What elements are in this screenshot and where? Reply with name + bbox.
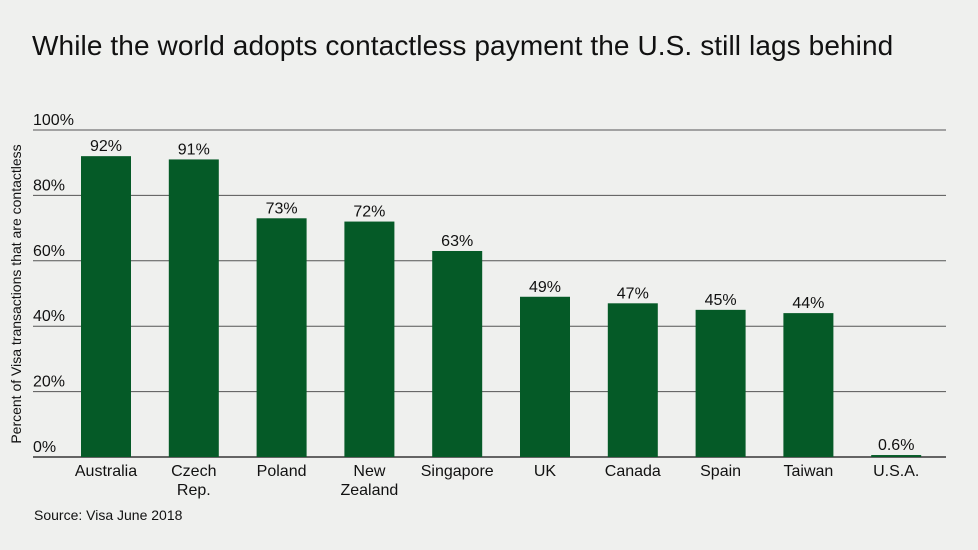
y-tick-label: 40% [33, 308, 65, 325]
x-tick-label: New Zealand [340, 463, 398, 499]
bar [81, 156, 131, 457]
y-tick-label: 0% [33, 439, 56, 456]
data-label: 72% [353, 204, 385, 221]
data-label: 63% [441, 233, 473, 250]
data-label: 49% [529, 279, 561, 296]
bar [432, 250, 483, 457]
bar [168, 159, 219, 457]
bar [783, 313, 834, 457]
data-label: 0.6% [878, 437, 914, 454]
y-tick-label: 100% [33, 112, 74, 129]
y-tick-label: 20% [33, 374, 65, 391]
data-label: 47% [617, 285, 649, 302]
bar [520, 296, 570, 457]
x-tick-label: U.S.A. [873, 463, 919, 480]
bar [607, 303, 658, 457]
x-tick-label: Poland [257, 463, 307, 480]
x-tick-label: UK [534, 463, 557, 480]
bar [256, 218, 307, 457]
data-label: 45% [705, 292, 737, 309]
bar [695, 309, 746, 457]
data-label: 73% [266, 200, 298, 217]
data-label: 91% [178, 141, 210, 158]
chart-title: While the world adopts contactless payme… [32, 30, 894, 61]
x-tick-label: Spain [700, 463, 741, 480]
bar [344, 221, 395, 457]
bar [871, 455, 922, 457]
y-tick-label: 60% [33, 243, 65, 260]
source-note: Source: Visa June 2018 [34, 507, 183, 523]
x-tick-label: Australia [75, 463, 137, 480]
x-tick-label: Canada [605, 463, 661, 480]
data-label: 92% [90, 138, 122, 155]
x-tick-label: Singapore [421, 463, 494, 480]
y-tick-label: 80% [33, 177, 65, 194]
data-label: 44% [792, 295, 824, 312]
x-tick-label: Taiwan [783, 463, 833, 480]
x-tick-label: Czech Rep. [171, 463, 216, 499]
